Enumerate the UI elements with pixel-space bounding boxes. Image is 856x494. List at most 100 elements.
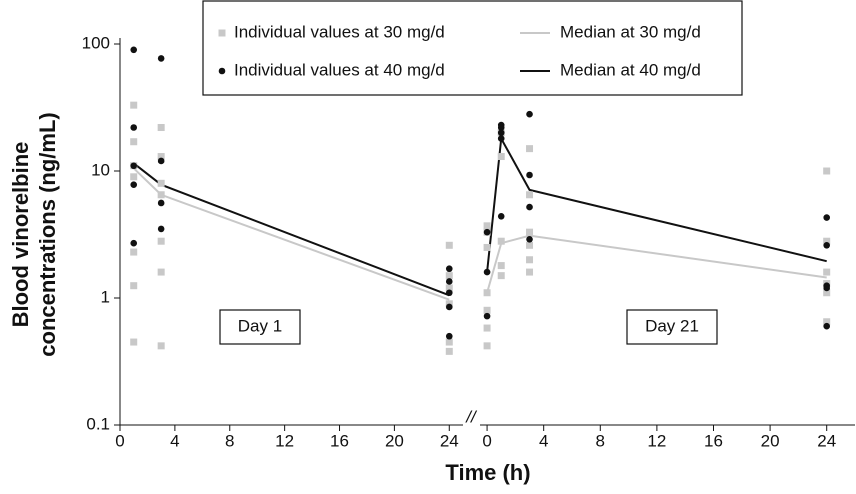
- data-point: [130, 101, 138, 109]
- x-tick-label: 24: [817, 431, 836, 450]
- data-point: [497, 124, 505, 131]
- median-line: [133, 162, 450, 297]
- data-point: [526, 241, 534, 249]
- data-point: [130, 282, 138, 290]
- data-point: [130, 181, 138, 189]
- data-point: [823, 167, 831, 175]
- x-tick-label: 16: [330, 431, 349, 450]
- x-tick-label: 8: [225, 431, 234, 450]
- data-point: [823, 284, 830, 292]
- data-point: [483, 312, 491, 320]
- data-point: [445, 272, 453, 280]
- x-tick-label: 12: [275, 431, 294, 450]
- day-label-box: [219, 309, 301, 345]
- data-point: [157, 124, 165, 132]
- data-point: [157, 157, 165, 165]
- y-tick-label: 100: [82, 33, 110, 52]
- data-point: [823, 241, 830, 249]
- legend-label: Median at 30 mg/d: [560, 22, 701, 41]
- data-point: [130, 162, 138, 170]
- data-point: [483, 342, 491, 350]
- data-point: [497, 153, 505, 161]
- data-point: [445, 241, 453, 249]
- data-point: [130, 173, 138, 181]
- data-point: [823, 322, 830, 330]
- data-point: [157, 237, 165, 245]
- data-point: [526, 256, 534, 264]
- data-point: [445, 332, 453, 340]
- data-point: [823, 289, 831, 297]
- legend-box: [202, 0, 743, 96]
- data-point: [445, 278, 453, 285]
- data-point: [823, 268, 831, 276]
- data-point: [445, 347, 453, 355]
- x-tick-label: 20: [385, 431, 404, 450]
- data-point: [130, 138, 138, 146]
- axis-break: //: [465, 407, 478, 426]
- data-point: [157, 153, 165, 161]
- legend-label: Median at 40 mg/d: [560, 60, 701, 79]
- data-point: [497, 129, 505, 137]
- y-tick-label: 0.1: [86, 414, 110, 433]
- median-line: [486, 234, 827, 294]
- data-point: [130, 338, 138, 346]
- legend-swatch: [218, 67, 226, 75]
- data-point: [157, 199, 165, 207]
- data-point: [157, 342, 165, 350]
- y-tick-label: 1: [101, 287, 110, 306]
- data-point: [483, 306, 491, 314]
- data-point: [526, 191, 534, 199]
- data-point: [526, 171, 533, 179]
- x-tick-label: 0: [482, 431, 491, 450]
- data-point: [497, 237, 505, 245]
- data-point: [526, 268, 534, 276]
- data-point: [526, 110, 533, 118]
- x-tick-label: 4: [170, 431, 179, 450]
- data-point: [483, 222, 491, 230]
- data-point: [130, 46, 138, 54]
- data-point: [823, 318, 831, 326]
- x-tick-label: 16: [704, 431, 723, 450]
- data-point: [130, 239, 138, 247]
- legend-label: Individual values at 30 mg/d: [234, 22, 445, 41]
- data-point: [497, 272, 505, 280]
- x-tick-label: 0: [115, 431, 124, 450]
- legend-swatch: [218, 29, 226, 37]
- data-point: [445, 338, 453, 346]
- data-point: [526, 235, 533, 243]
- day-label: Day 21: [645, 316, 699, 335]
- data-point: [497, 262, 505, 270]
- data-point: [445, 289, 453, 297]
- data-point: [157, 225, 165, 233]
- data-point: [483, 228, 491, 236]
- data-point: [445, 284, 453, 292]
- y-axis-label: concentrations (ng/mL): [35, 112, 60, 356]
- median-line: [486, 135, 827, 273]
- data-point: [526, 145, 534, 153]
- day-label: Day 1: [238, 316, 282, 335]
- y-tick-label: 10: [91, 160, 110, 179]
- data-point: [130, 124, 138, 131]
- data-point: [445, 265, 453, 273]
- x-axis-label: Time (h): [445, 460, 530, 485]
- data-point: [157, 55, 165, 62]
- day-label-box: [626, 309, 718, 345]
- data-point: [483, 243, 491, 251]
- data-point: [157, 191, 165, 199]
- data-point: [445, 303, 453, 311]
- data-point: [823, 214, 830, 221]
- x-tick-label: 4: [539, 431, 548, 450]
- data-point: [483, 289, 491, 297]
- x-tick-label: 24: [440, 431, 459, 450]
- data-point: [157, 179, 165, 187]
- data-point: [526, 203, 533, 211]
- data-point: [497, 135, 505, 142]
- data-point: [823, 237, 831, 245]
- data-point: [157, 268, 165, 276]
- legend-label: Individual values at 40 mg/d: [234, 60, 445, 79]
- data-point: [526, 228, 534, 236]
- data-point: [483, 324, 491, 332]
- x-tick-label: 12: [647, 431, 666, 450]
- data-point: [130, 248, 138, 256]
- data-point: [483, 268, 491, 276]
